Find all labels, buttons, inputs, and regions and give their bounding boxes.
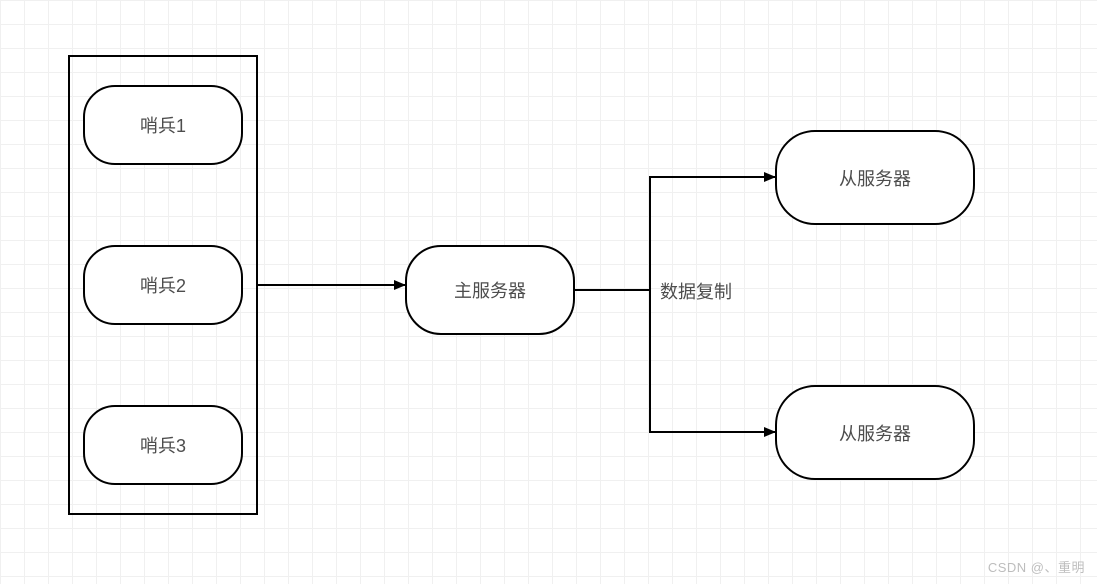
- edge-to-slave1: [650, 177, 775, 290]
- watermark: CSDN @、重明: [988, 557, 1085, 576]
- node-label: 从服务器: [839, 165, 911, 191]
- node-label: 哨兵3: [140, 432, 186, 458]
- node-slave-server-1: 从服务器: [775, 130, 975, 225]
- node-sentinel-1: 哨兵1: [83, 85, 243, 165]
- node-label: 主服务器: [454, 277, 526, 303]
- edge-label-replication: 数据复制: [660, 278, 732, 304]
- edge-to-slave2: [650, 290, 775, 432]
- node-sentinel-2: 哨兵2: [83, 245, 243, 325]
- node-sentinel-3: 哨兵3: [83, 405, 243, 485]
- node-master-server: 主服务器: [405, 245, 575, 335]
- node-slave-server-2: 从服务器: [775, 385, 975, 480]
- node-label: 从服务器: [839, 420, 911, 446]
- node-label: 哨兵1: [140, 112, 186, 138]
- node-label: 哨兵2: [140, 272, 186, 298]
